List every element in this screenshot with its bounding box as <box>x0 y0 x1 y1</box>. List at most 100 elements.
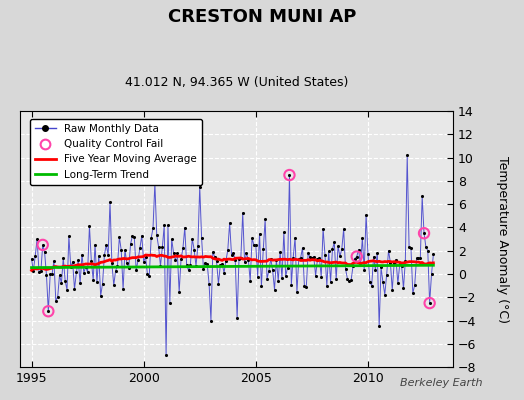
Point <box>110 282 118 288</box>
Point <box>134 257 142 263</box>
Point <box>326 279 335 285</box>
Point <box>289 254 298 261</box>
Point <box>80 269 88 276</box>
Point <box>263 276 271 282</box>
Point <box>278 275 286 282</box>
Point <box>119 286 127 292</box>
Point <box>78 252 86 258</box>
Point <box>214 280 223 287</box>
Point <box>74 257 82 263</box>
Point <box>371 267 379 273</box>
Point <box>313 256 322 262</box>
Point <box>27 256 36 262</box>
Point <box>155 244 163 250</box>
Point <box>362 212 370 218</box>
Point <box>56 272 64 278</box>
Point <box>177 256 185 262</box>
Point <box>112 268 120 274</box>
Point <box>203 261 211 267</box>
Point <box>186 262 194 268</box>
Point <box>138 232 146 239</box>
Point <box>383 272 391 278</box>
Point <box>184 267 193 274</box>
Point <box>53 294 62 300</box>
Point <box>315 254 323 261</box>
Point <box>46 271 54 278</box>
Point <box>67 264 75 270</box>
Point <box>261 216 269 222</box>
Point <box>181 224 189 231</box>
Point <box>33 236 41 242</box>
Point <box>340 226 348 232</box>
Point <box>425 300 434 306</box>
Text: Berkeley Earth: Berkeley Earth <box>400 378 482 388</box>
Point <box>298 245 307 251</box>
Point <box>132 267 140 274</box>
Point <box>31 252 39 259</box>
Point <box>334 243 342 249</box>
Point <box>297 254 305 261</box>
Point <box>330 239 339 246</box>
Point <box>375 323 384 330</box>
Point <box>149 225 157 232</box>
Point <box>248 235 256 241</box>
Point <box>423 247 432 254</box>
Point <box>164 222 172 228</box>
Point <box>265 268 273 274</box>
Point <box>173 250 181 256</box>
Point <box>37 268 45 274</box>
Point <box>195 184 204 190</box>
Text: CRESTON MUNI AP: CRESTON MUNI AP <box>168 8 356 26</box>
Point <box>306 254 314 260</box>
Point <box>48 271 56 277</box>
Point <box>89 277 97 283</box>
Point <box>283 264 292 271</box>
Point <box>224 247 232 254</box>
Point <box>106 199 114 205</box>
Point <box>347 277 355 283</box>
Point <box>209 249 217 255</box>
Point <box>244 256 253 263</box>
Point <box>317 274 325 280</box>
Point <box>192 262 200 269</box>
Point <box>293 289 301 295</box>
Point <box>358 235 367 241</box>
Point <box>311 272 320 279</box>
Point <box>162 352 170 359</box>
Point <box>336 253 344 260</box>
Point <box>281 273 290 279</box>
Point <box>190 246 198 253</box>
Point <box>141 253 150 260</box>
Point <box>39 242 47 248</box>
Point <box>218 261 226 267</box>
Point <box>199 266 208 272</box>
Point <box>50 258 58 264</box>
Point <box>427 271 435 278</box>
Point <box>201 259 210 266</box>
Point <box>360 267 368 274</box>
Point <box>44 308 52 314</box>
Point <box>353 253 361 260</box>
Point <box>35 268 43 275</box>
Point <box>171 257 180 264</box>
Point <box>367 282 376 289</box>
Point <box>61 278 69 284</box>
Point <box>353 253 361 260</box>
Point <box>302 284 310 290</box>
Point <box>351 255 359 262</box>
Point <box>324 248 333 255</box>
Point <box>229 250 237 256</box>
Point <box>364 251 372 257</box>
Point <box>125 265 133 271</box>
Point <box>57 280 66 286</box>
Point <box>182 262 191 268</box>
Point <box>242 250 250 256</box>
Point <box>323 282 331 289</box>
Point <box>166 300 174 306</box>
Point <box>418 193 427 200</box>
Point <box>287 282 296 288</box>
Point <box>341 266 350 272</box>
Point <box>108 260 116 266</box>
Point <box>82 263 90 270</box>
Point <box>422 244 430 250</box>
